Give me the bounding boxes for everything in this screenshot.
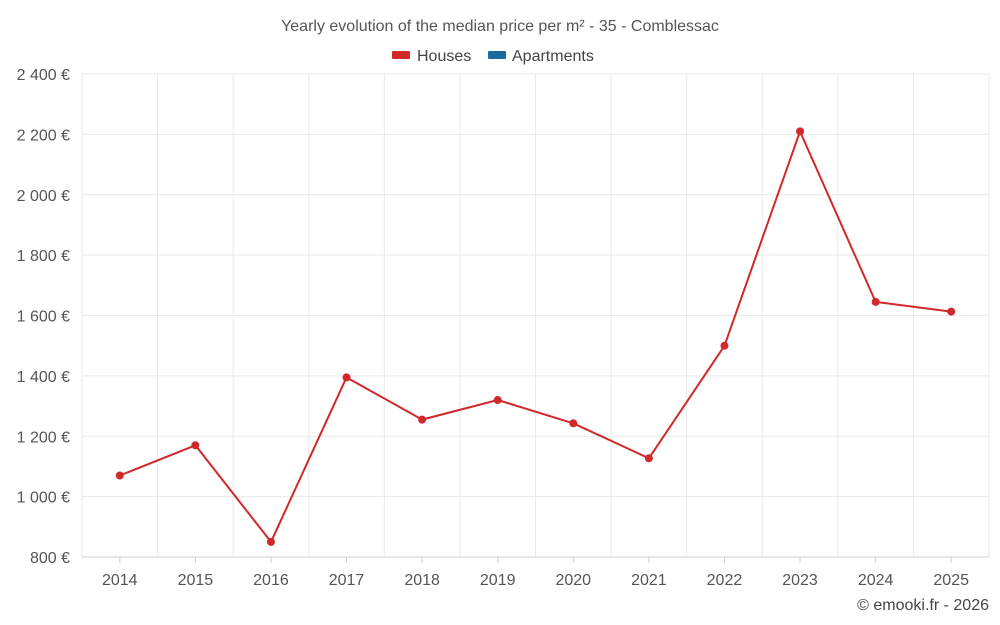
- data-point-houses[interactable]: [871, 297, 880, 306]
- data-point-houses[interactable]: [947, 307, 956, 316]
- data-point-houses[interactable]: [342, 373, 351, 382]
- y-tick-label: 2 200 €: [17, 127, 70, 144]
- x-tick-label: 2020: [555, 572, 591, 589]
- x-tick-label: 2018: [404, 572, 440, 589]
- data-point-houses[interactable]: [569, 419, 578, 428]
- legend-swatch-houses: [392, 51, 410, 59]
- legend-item-apartments[interactable]: Apartments: [488, 48, 594, 65]
- y-axis-ticks: 800 € 1 000 € 1 200 € 1 400 € 1 600 € 1 800 €…: [17, 67, 70, 567]
- data-point-houses[interactable]: [266, 537, 275, 546]
- y-tick-label: 1 800 €: [17, 248, 70, 265]
- y-tick-label: 1 600 €: [17, 309, 70, 326]
- x-tick-label: 2022: [707, 572, 743, 589]
- data-point-houses[interactable]: [191, 441, 200, 450]
- series-line-houses: [119, 130, 952, 543]
- data-point-houses[interactable]: [418, 415, 427, 424]
- y-tick-label: 2 000 €: [17, 188, 70, 205]
- data-point-houses[interactable]: [115, 471, 124, 480]
- data-point-houses[interactable]: [720, 341, 729, 350]
- legend: Houses Apartments: [392, 48, 594, 65]
- data-point-houses[interactable]: [796, 127, 805, 136]
- data-point-houses[interactable]: [644, 454, 653, 463]
- x-tick-label: 2019: [480, 572, 516, 589]
- series-layer: [115, 127, 956, 546]
- x-tick-label: 2016: [253, 572, 289, 589]
- y-tick-label: 1 000 €: [17, 490, 70, 507]
- y-tick-label: 1 400 €: [17, 369, 70, 386]
- x-tick-label: 2024: [858, 572, 894, 589]
- x-tick-label: 2021: [631, 572, 667, 589]
- x-tick-label: 2015: [178, 572, 214, 589]
- legend-swatch-apartments: [488, 51, 506, 59]
- legend-label-houses: Houses: [417, 48, 471, 65]
- x-gridlines: [81, 74, 990, 557]
- x-tick-label: 2014: [102, 572, 138, 589]
- chart-title: Yearly evolution of the median price per…: [281, 18, 719, 35]
- x-axis-ticks: 2014 2015 2016 2017 2018 2019 2020 2021 2022 2023…: [102, 557, 969, 589]
- y-tick-label: 2 400 €: [17, 67, 70, 84]
- legend-label-apartments: Apartments: [512, 48, 594, 65]
- x-tick-label: 2025: [933, 572, 969, 589]
- y-tick-label: 800 €: [30, 550, 70, 567]
- legend-item-houses[interactable]: Houses: [392, 48, 471, 65]
- x-tick-label: 2023: [782, 572, 818, 589]
- credit-text: © emooki.fr - 2026: [857, 597, 989, 614]
- y-tick-label: 1 200 €: [17, 429, 70, 446]
- data-point-houses[interactable]: [493, 396, 502, 405]
- x-tick-label: 2017: [329, 572, 365, 589]
